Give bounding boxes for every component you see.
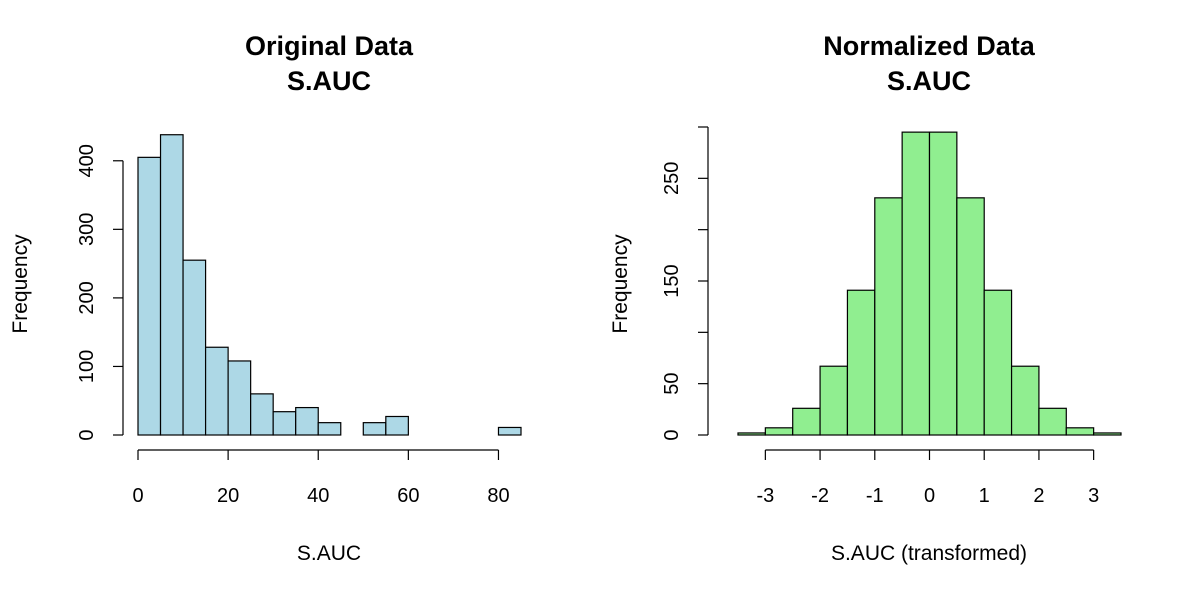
x-axis-label-normalized: S.AUC (transformed) xyxy=(831,542,1027,565)
bar-normalized-9 xyxy=(983,289,1013,436)
x-axis-original: 0 20 40 60 80 xyxy=(132,449,510,507)
bar-original-2 xyxy=(182,259,207,436)
bar-normalized-12 xyxy=(1065,427,1095,436)
bar-normalized-2 xyxy=(792,407,821,436)
x-tick-label-original-0: 0 xyxy=(132,485,143,507)
y-tick-label-original-4: 400 xyxy=(76,144,98,177)
x-tick-label-original-2: 40 xyxy=(307,485,329,507)
bar-normalized-11 xyxy=(1038,407,1067,436)
bar-normalized-8 xyxy=(956,197,985,436)
x-tick-label-normalized-5: 2 xyxy=(1033,485,1044,507)
bar-original-3 xyxy=(204,346,229,436)
y-axis-label-original: Frequency xyxy=(9,234,32,334)
bars-normalized xyxy=(737,131,1122,436)
histogram-original: Original Data S.AUC 0 100 200 300 400 0 20 40 6… xyxy=(9,31,522,565)
bar-normalized-0 xyxy=(737,432,766,436)
x-tick-label-normalized-6: 3 xyxy=(1088,485,1099,507)
bar-original-4 xyxy=(227,360,252,436)
bar-original-1 xyxy=(159,134,184,436)
x-tick-label-original-3: 60 xyxy=(397,485,419,507)
bar-original-7 xyxy=(295,406,319,436)
bar-original-6 xyxy=(272,411,297,436)
x-tick-label-normalized-1: -2 xyxy=(811,485,829,507)
x-tick-label-normalized-0: -3 xyxy=(756,485,774,507)
bar-normalized-4 xyxy=(846,289,876,436)
x-axis-normalized: -3 -2 -1 0 1 2 3 xyxy=(756,449,1099,507)
x-tick-label-normalized-4: 1 xyxy=(979,485,990,507)
bar-normalized-3 xyxy=(819,365,849,436)
bar-normalized-7 xyxy=(928,131,958,436)
bar-normalized-5 xyxy=(874,197,903,436)
chart-subtitle-normalized: S.AUC xyxy=(887,66,971,96)
histogram-normalized: Normalized Data S.AUC 0 50 150 250 -3 -2 -1 0 1… xyxy=(609,31,1122,565)
x-axis-label-original: S.AUC xyxy=(297,542,361,565)
y-axis-original: 0 100 200 300 400 xyxy=(76,144,124,441)
y-axis-normalized: 0 50 150 250 xyxy=(661,126,709,441)
bar-original-16 xyxy=(497,426,522,436)
bar-original-5 xyxy=(250,393,274,436)
y-tick-label-original-0: 0 xyxy=(76,429,98,440)
y-tick-label-normalized-3: 150 xyxy=(661,264,683,297)
bar-original-10 xyxy=(362,422,387,436)
chart-title-original: Original Data xyxy=(245,31,414,61)
chart-subtitle-original: S.AUC xyxy=(287,66,371,96)
bar-original-11 xyxy=(385,415,409,436)
y-tick-label-normalized-5: 250 xyxy=(661,162,683,195)
y-tick-label-original-1: 100 xyxy=(76,350,98,383)
x-tick-label-original-1: 20 xyxy=(217,485,239,507)
x-tick-label-normalized-2: -1 xyxy=(866,485,884,507)
x-tick-label-original-4: 80 xyxy=(487,485,509,507)
bar-normalized-10 xyxy=(1010,365,1040,436)
bar-normalized-6 xyxy=(901,131,931,436)
y-tick-label-normalized-1: 50 xyxy=(661,373,683,395)
chart-title-normalized: Normalized Data xyxy=(823,31,1036,61)
bar-original-0 xyxy=(137,156,162,436)
y-tick-label-original-3: 300 xyxy=(76,213,98,246)
bar-normalized-1 xyxy=(764,427,794,436)
y-tick-label-original-2: 200 xyxy=(76,281,98,314)
bar-normalized-13 xyxy=(1093,432,1122,436)
x-tick-label-normalized-3: 0 xyxy=(924,485,935,507)
bars-original xyxy=(137,134,522,436)
y-tick-label-normalized-0: 0 xyxy=(661,429,683,440)
bar-original-8 xyxy=(317,422,342,436)
y-axis-label-normalized: Frequency xyxy=(609,234,632,334)
